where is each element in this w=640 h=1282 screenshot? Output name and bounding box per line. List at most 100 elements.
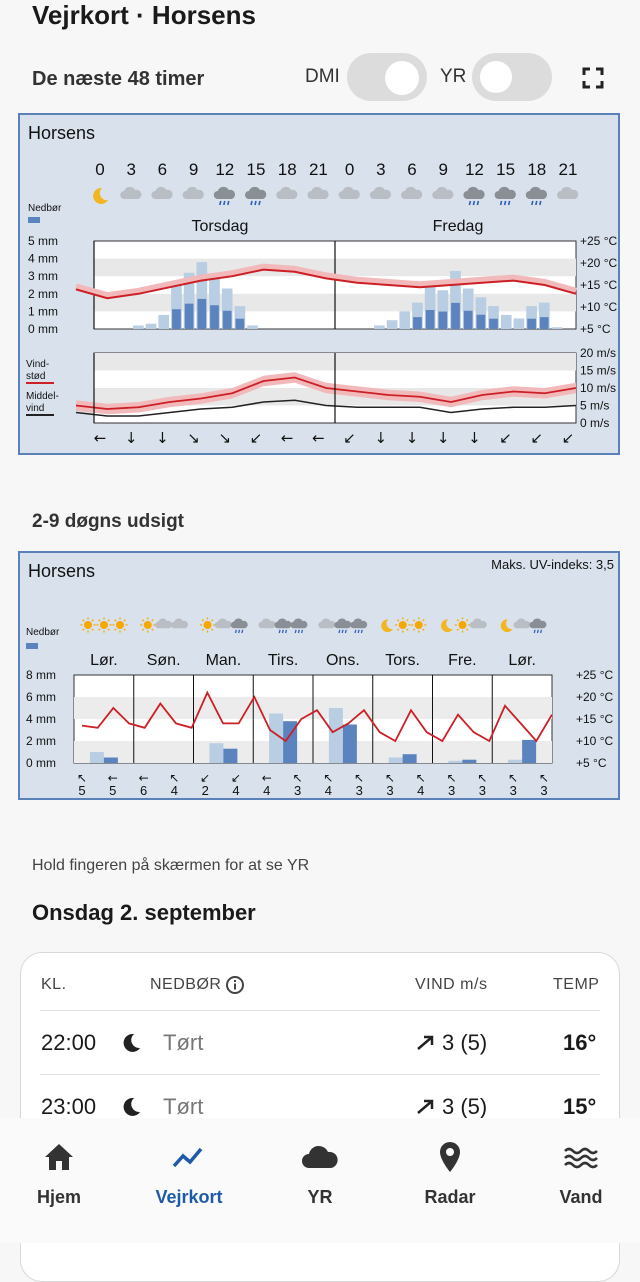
temp-line [81,690,553,743]
wind-tick: 5 m/s [580,399,609,413]
wind-speed: 6 [140,783,147,798]
precip-tick: 2 mm [26,734,56,748]
cloud-icon [151,186,173,199]
precip-bar-light [388,757,403,763]
wind-speed: 3 [448,783,455,798]
precip-bar-dark [210,305,219,329]
wind-tick: 20 m/s [580,346,616,360]
wind-tick: 15 m/s [580,364,616,378]
nav-yr[interactable]: YR [265,1140,375,1208]
precip-tick: 2 mm [28,287,58,301]
wind-arrow: ↙ [200,771,210,785]
wind-arrow: ← [94,429,107,447]
day-label: Lør. [508,652,536,669]
precip-bar-light [475,297,487,329]
hour-label: 15 [496,160,515,179]
fullscreen-icon[interactable] [582,67,604,89]
hour-label: 0 [95,160,104,179]
wind-arrow: ← [108,771,118,785]
precip-bar-dark [438,311,448,329]
cloud-icon [318,618,336,629]
precip-tick: 1 mm [28,304,58,318]
wind-arrow: ↖ [447,771,457,785]
precip-tick: 0 mm [28,322,58,336]
outlook-title: 2-9 døgns udsigt [32,511,184,532]
precip-bar-dark [197,298,207,329]
wind-speed: 4 [171,783,178,798]
wind-speed: 3 [356,783,363,798]
nav-label: Hjem [36,1187,81,1207]
day-label: Søn. [147,652,181,669]
day-title: Onsdag 2. september [32,900,256,925]
rain-cloud-icon [213,186,236,206]
yr-toggle[interactable] [472,53,552,101]
cloud-icon [338,186,360,199]
wind-speed: 3 [510,783,517,798]
cloud-icon [401,186,423,199]
temp-line [75,268,577,300]
temp-tick: +15 °C [580,278,617,292]
precip-bar-light [234,306,246,329]
precip-bar-dark [476,314,486,329]
hour-label: 9 [438,160,447,179]
day-label: Ons. [326,652,360,669]
precip-bar-dark [463,310,473,329]
toggle-knob [385,61,419,95]
precip-bar-light [508,759,523,763]
precip-bar-dark [222,310,232,329]
precip-bar-light [437,290,449,329]
bottom-nav [0,1118,640,1243]
day-label: Fre. [448,652,476,669]
rain-cloud-icon [245,186,267,206]
wind-arrow: ↓ [156,429,169,447]
moon-icon [93,187,108,204]
location-label: Horsens [28,123,95,143]
mean-wind-line [75,399,577,417]
cloud-icon [276,186,298,199]
nav-label: Radar [424,1187,476,1207]
gust-line [75,376,577,410]
precip-tick: 4 mm [28,252,58,266]
rain-cloud-icon [334,618,352,634]
dmi-toggle[interactable] [347,53,427,101]
day-label: Man. [206,652,242,669]
wind-arrow: ↖ [293,771,303,785]
chart-9day-panel[interactable]: Horsens Maks. UV-indeks: 3,5 Nedbør Lør. Søn… [18,551,620,800]
info-icon[interactable] [225,975,245,995]
cloud-icon [369,186,392,199]
nav-vejrkort[interactable]: Vejrkort [134,1140,244,1208]
precip-bar-dark [413,317,422,329]
wind-arrow: ↘ [187,429,200,447]
wind-arrow: ↙ [343,429,356,447]
hour-label: 12 [465,160,484,179]
precip-bar-light [145,323,157,329]
gust-legend-label: stød [26,371,45,382]
moon-icon [123,1097,140,1116]
precip-bar-light [247,325,258,329]
precip-bar-dark [489,318,498,329]
row-precip: Tørt [163,1094,204,1119]
temp-band [75,263,577,299]
hour-label: 9 [189,160,198,179]
precip-bar-dark [522,739,537,763]
hour-label: 21 [309,160,328,179]
day-label: Tors. [385,652,420,669]
cloud-icon [182,186,204,199]
wind-arrow: ↖ [169,771,179,785]
wind-arrow: ← [262,771,272,785]
nav-home[interactable]: Hjem [4,1140,114,1208]
row-time: 22:00 [41,1030,97,1055]
cloud-icon [120,186,142,199]
hour-label: 6 [407,160,416,179]
precip-bar-light [209,743,224,763]
wind-arrow: ↙ [562,429,575,447]
rain-cloud-icon [274,618,292,634]
wind-speed: 3 [540,783,547,798]
cloud-icon [154,618,172,629]
chart-48h-panel[interactable]: Horsens 0 3 6 9 12 15 18 21 0 3 6 9 12 15 18 21 Nedbør Tor… [18,113,620,455]
rain-cloud-icon [230,618,248,634]
nav-radar[interactable]: Radar [395,1140,505,1208]
nav-vand[interactable]: Vand [526,1140,636,1208]
cloud-icon [214,618,232,629]
wind-arrow: ↙ [231,771,241,785]
